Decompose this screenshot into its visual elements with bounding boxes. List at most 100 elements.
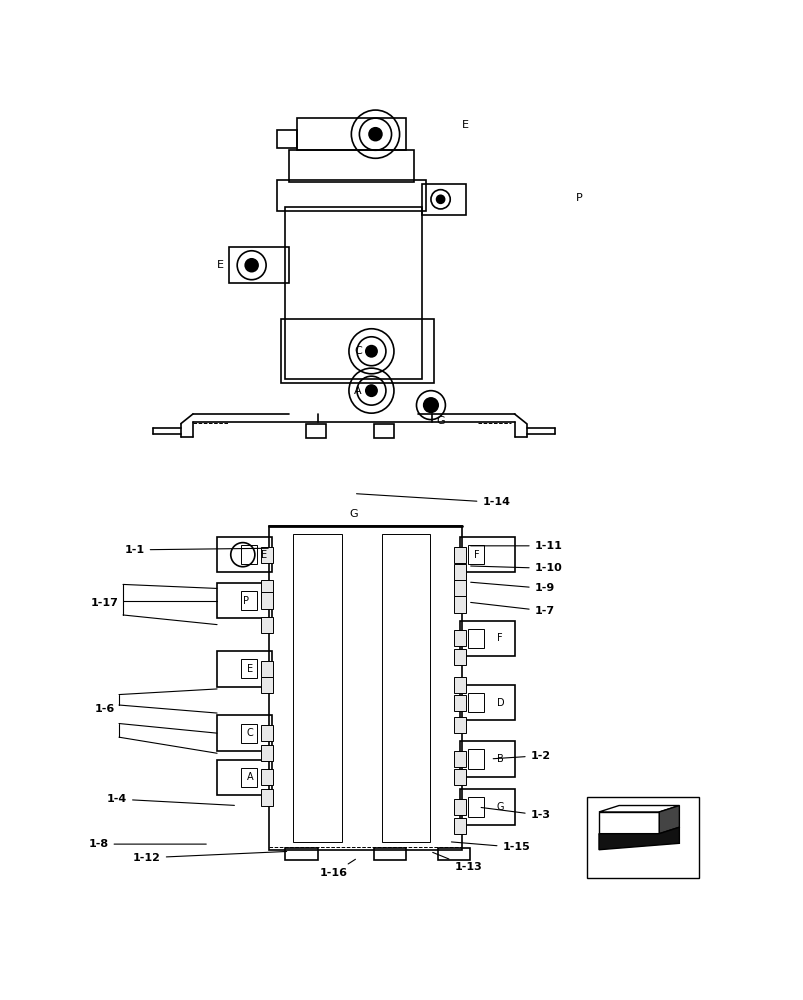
Bar <box>277 180 426 211</box>
Bar <box>586 797 699 878</box>
Circle shape <box>423 398 438 412</box>
Circle shape <box>245 259 258 272</box>
Bar <box>241 591 257 610</box>
Polygon shape <box>598 827 679 850</box>
Bar <box>261 725 273 741</box>
Bar <box>261 661 273 677</box>
Bar <box>293 534 341 842</box>
Text: 1-3: 1-3 <box>480 807 550 820</box>
Bar <box>467 797 483 817</box>
Text: A: A <box>247 772 253 782</box>
Text: 1-6: 1-6 <box>95 704 115 714</box>
Text: B: B <box>496 754 503 764</box>
Bar <box>261 677 273 693</box>
Bar <box>269 526 462 850</box>
Bar <box>241 768 257 787</box>
Bar <box>454 547 466 563</box>
Circle shape <box>365 385 377 396</box>
Text: 1-12: 1-12 <box>132 851 287 863</box>
Bar <box>454 818 466 834</box>
Bar <box>297 118 406 150</box>
Bar <box>438 848 470 860</box>
Bar <box>454 677 466 693</box>
Bar <box>285 207 422 379</box>
Bar <box>241 659 257 678</box>
Text: 1-13: 1-13 <box>432 852 482 872</box>
Text: E: E <box>462 120 469 130</box>
Bar <box>467 545 483 564</box>
Text: 1-1: 1-1 <box>124 545 268 555</box>
Bar <box>229 247 289 283</box>
Text: E: E <box>260 550 267 560</box>
Polygon shape <box>658 806 679 834</box>
Text: 1-10: 1-10 <box>470 563 562 573</box>
Bar <box>459 789 514 825</box>
Bar <box>261 789 273 806</box>
Text: C: C <box>247 728 253 738</box>
Text: P: P <box>243 595 249 605</box>
Bar <box>261 745 273 761</box>
Text: F: F <box>496 633 502 643</box>
Bar <box>454 751 466 767</box>
Circle shape <box>365 346 377 357</box>
Bar <box>454 630 466 646</box>
Bar <box>454 799 466 815</box>
Bar <box>261 580 273 596</box>
Bar <box>277 130 297 148</box>
Text: 1-2: 1-2 <box>492 751 550 761</box>
Text: E: E <box>216 260 223 270</box>
Bar <box>373 424 393 438</box>
Bar <box>217 583 271 618</box>
Circle shape <box>369 128 381 141</box>
Bar <box>217 715 271 751</box>
Bar <box>467 693 483 712</box>
Text: G: G <box>496 802 503 812</box>
Bar <box>454 564 466 580</box>
Bar <box>281 319 434 383</box>
Text: D: D <box>496 698 503 708</box>
Bar <box>217 537 271 572</box>
Bar <box>467 629 483 648</box>
Bar <box>381 534 430 842</box>
Bar <box>454 649 466 665</box>
Text: F: F <box>474 550 479 560</box>
Text: 1-7: 1-7 <box>470 602 554 616</box>
Text: 1-15: 1-15 <box>450 842 530 852</box>
Polygon shape <box>598 806 679 812</box>
Bar <box>261 592 273 609</box>
Bar <box>305 424 325 438</box>
Bar <box>261 769 273 785</box>
Bar <box>217 651 271 687</box>
Text: E: E <box>247 664 253 674</box>
Text: 1-16: 1-16 <box>320 859 355 878</box>
Bar <box>454 580 466 596</box>
Bar <box>289 150 414 182</box>
Bar <box>454 769 466 785</box>
Bar <box>241 545 257 564</box>
Text: C: C <box>353 346 361 356</box>
Bar <box>261 617 273 633</box>
Bar <box>467 749 483 769</box>
Bar <box>459 741 514 777</box>
Bar <box>285 848 317 860</box>
Text: 1-9: 1-9 <box>470 582 554 593</box>
Text: G: G <box>436 416 445 426</box>
Bar <box>454 596 466 613</box>
Bar <box>459 537 514 572</box>
Text: 1-11: 1-11 <box>470 541 562 551</box>
Bar <box>454 717 466 733</box>
Text: 1-4: 1-4 <box>107 794 234 805</box>
Text: 1-8: 1-8 <box>88 839 206 849</box>
Bar <box>261 547 273 563</box>
Text: A: A <box>354 386 361 396</box>
Bar <box>241 724 257 743</box>
Text: 1-17: 1-17 <box>91 598 119 608</box>
Bar <box>373 848 406 860</box>
Circle shape <box>436 195 444 203</box>
Bar <box>217 760 271 795</box>
Text: 1-14: 1-14 <box>356 494 510 507</box>
Bar <box>422 184 466 215</box>
Bar <box>459 685 514 720</box>
Polygon shape <box>598 812 658 834</box>
Text: P: P <box>575 193 581 203</box>
